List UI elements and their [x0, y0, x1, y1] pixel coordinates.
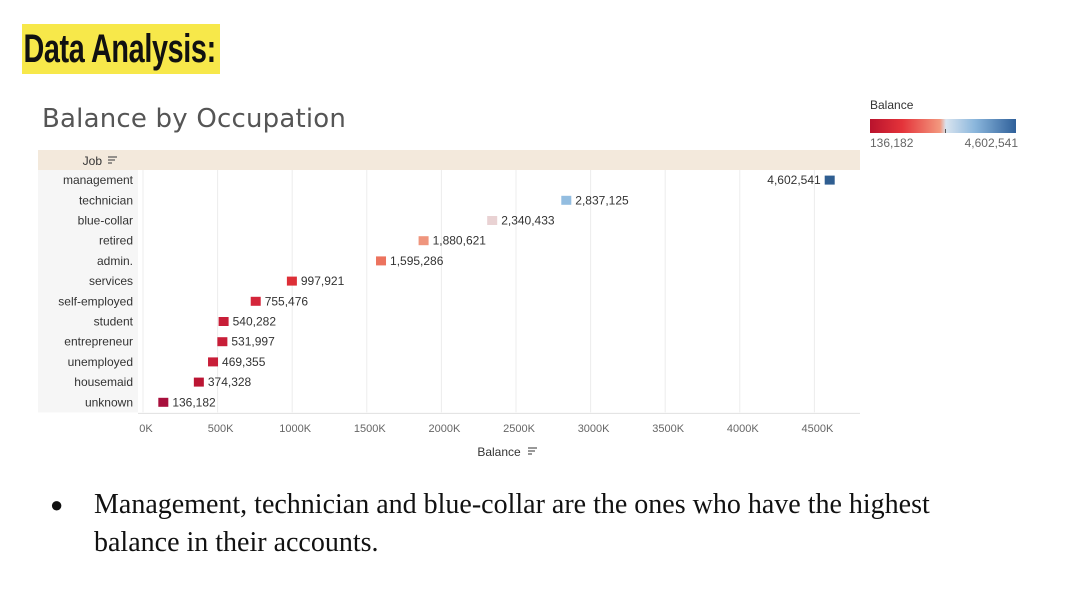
bar-marker[interactable] — [418, 236, 429, 246]
x-tick-label: 0K — [139, 423, 153, 435]
x-tick-label: 3500K — [652, 423, 684, 435]
bar-marker[interactable] — [208, 357, 219, 367]
data-label: 136,182 — [172, 395, 216, 409]
bar-marker[interactable] — [561, 195, 572, 205]
bar-marker[interactable] — [158, 397, 169, 407]
y-category-label: management — [63, 173, 134, 187]
bar-marker[interactable] — [193, 377, 204, 387]
x-tick-label: 2500K — [503, 423, 535, 435]
legend-max-label: 4,602,541 — [964, 136, 1018, 150]
color-legend: Balance 136,182 4,602,541 — [870, 98, 1020, 150]
y-category-label: services — [89, 274, 133, 288]
bar-marker[interactable] — [218, 317, 229, 326]
data-label: 997,921 — [301, 274, 345, 288]
bullet-dot: ● — [50, 492, 64, 517]
x-tick-label: 1000K — [279, 423, 311, 435]
x-tick-label: 4500K — [801, 423, 833, 435]
bar-marker[interactable] — [487, 216, 498, 225]
y-axis-title: Job — [83, 154, 103, 168]
x-tick-label: 4000K — [727, 423, 759, 435]
y-category-label: housemaid — [74, 375, 133, 389]
bar-marker[interactable] — [250, 296, 261, 306]
y-category-label: technician — [79, 193, 133, 207]
data-label: 374,328 — [208, 375, 252, 389]
data-label: 4,602,541 — [767, 173, 821, 187]
y-category-label: unemployed — [68, 355, 133, 369]
data-label: 2,340,433 — [501, 214, 555, 228]
bar-marker[interactable] — [376, 256, 387, 266]
sort-icon[interactable] — [528, 447, 537, 455]
data-label: 469,355 — [222, 355, 266, 369]
y-category-label: student — [94, 315, 134, 329]
chart-title: Balance by Occupation — [42, 104, 347, 134]
slide-title: Data Analysis: — [22, 24, 221, 74]
bar-marker[interactable] — [824, 175, 835, 185]
data-label: 1,880,621 — [433, 234, 487, 248]
x-axis-title: Balance — [477, 445, 521, 459]
y-category-label: admin. — [97, 254, 133, 268]
balance-chart: Job management 4,602,541 technician 2,837,1… — [38, 150, 860, 459]
legend-gradient — [870, 119, 1016, 133]
data-label: 531,997 — [231, 335, 275, 349]
data-label: 2,837,125 — [575, 193, 629, 207]
y-category-label: self-employed — [58, 294, 133, 308]
row-label-band — [38, 170, 138, 413]
y-category-label: unknown — [85, 395, 133, 409]
y-category-label: entrepreneur — [64, 335, 133, 349]
sort-icon[interactable] — [108, 156, 117, 164]
x-tick-label: 1500K — [354, 423, 386, 435]
data-label: 755,476 — [265, 294, 309, 308]
legend-title: Balance — [870, 98, 914, 112]
bar-marker[interactable] — [217, 337, 228, 347]
legend-min-label: 136,182 — [870, 136, 914, 150]
data-label: 540,282 — [233, 315, 277, 329]
y-category-label: retired — [99, 234, 133, 248]
y-category-label: blue-collar — [78, 214, 133, 228]
x-tick-label: 500K — [208, 423, 234, 435]
x-tick-label: 2000K — [428, 423, 460, 435]
header-band — [38, 150, 860, 170]
data-label: 1,595,286 — [390, 254, 444, 268]
x-tick-label: 3000K — [578, 423, 610, 435]
bar-marker[interactable] — [286, 276, 297, 286]
bullet-text: Management, technician and blue-collar a… — [94, 489, 930, 558]
